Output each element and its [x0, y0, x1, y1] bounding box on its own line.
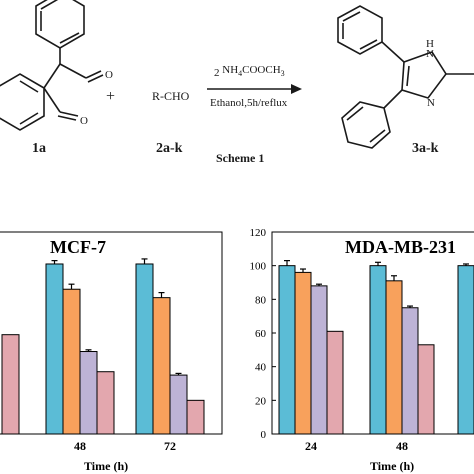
bar — [135, 263, 154, 435]
bar — [369, 265, 387, 435]
x-tick-label: 48 — [74, 439, 86, 453]
bar — [79, 351, 98, 435]
reactant2-formula: R-CHO — [152, 89, 190, 103]
y-tick-label: 20 — [255, 395, 267, 407]
y-tick-label: 80 — [255, 294, 267, 306]
bar — [1, 334, 20, 435]
scheme-1: O O 1a + R-CHO 2a-k 2 NH4COOCH3 Ethanol,… — [0, 0, 474, 165]
y-tick-label: 0 — [261, 429, 267, 441]
mcf7-chart: MCF-7 Time (h) 48 72 — [0, 231, 223, 473]
bar — [401, 307, 419, 435]
mdamb231-title: MDA-MB-231 — [345, 237, 456, 257]
phenyl-ring-upper — [35, 0, 85, 49]
mcf7-xlabel: Time (h) — [84, 459, 128, 473]
bar — [62, 288, 81, 435]
bar — [417, 344, 435, 435]
bar — [310, 285, 328, 435]
phenyl-ring-lower — [0, 73, 45, 131]
reaction-arrow — [207, 84, 302, 94]
reactant2-label: 2a-k — [156, 141, 183, 156]
y-tick-label: 60 — [255, 328, 267, 340]
y-tick-label: 100 — [250, 261, 267, 273]
product-label: 3a-k — [412, 141, 439, 156]
phenyl-ring-product-bottom — [341, 101, 391, 149]
imidazole-structure — [337, 5, 474, 149]
nh-n-label: N — [426, 48, 434, 60]
scheme-caption: Scheme 1 — [216, 151, 264, 165]
reactant1-label: 1a — [32, 141, 46, 156]
mdamb231-xlabel: Time (h) — [370, 459, 414, 473]
phenyl-ring-product-top — [337, 5, 383, 55]
plus-sign: + — [106, 88, 115, 105]
bar — [186, 399, 205, 435]
nh-h-label: H — [426, 38, 434, 50]
imidazole-ring — [401, 51, 447, 99]
y-tick-label: 40 — [255, 362, 267, 374]
reagent-text: 2 NH4COOCH3 — [214, 64, 285, 79]
ring-n-label: N — [427, 97, 435, 109]
conditions-text: Ethanol,5h/reflux — [210, 97, 288, 109]
bar — [152, 297, 171, 435]
x-tick-label: 24 — [305, 439, 317, 453]
bar — [457, 265, 474, 435]
bar — [385, 280, 403, 435]
mdamb231-chart: MDA-MB-231 Time (h) 02040608010012024487… — [250, 227, 474, 473]
bar — [96, 371, 115, 435]
mcf7-title: MCF-7 — [50, 237, 106, 257]
benzil-structure — [0, 0, 104, 131]
x-tick-label: 48 — [396, 439, 408, 453]
bar — [278, 265, 296, 435]
bar — [45, 263, 64, 435]
bar — [326, 330, 344, 435]
oxygen-label-2: O — [80, 115, 88, 127]
oxygen-label-1: O — [105, 69, 113, 81]
y-tick-label: 120 — [250, 227, 267, 239]
bar — [294, 271, 312, 435]
x-tick-label: 72 — [164, 439, 176, 453]
bar — [169, 374, 188, 435]
